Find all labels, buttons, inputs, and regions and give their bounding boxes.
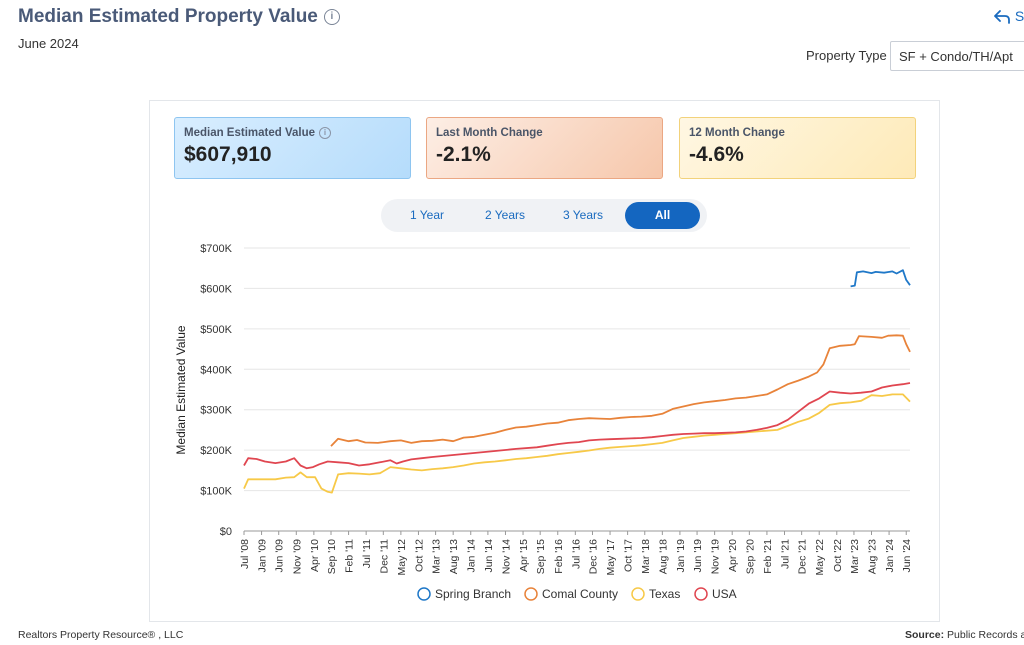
median-value-label-text: Median Estimated Value: [184, 127, 316, 140]
twelve-month-change-card: 12 Month Change -4.6%: [679, 117, 916, 179]
twelve-month-change-label: 12 Month Change: [689, 127, 785, 139]
page-title: Median Estimated Property Value i: [18, 6, 340, 28]
footer-source: Source: Public Records ar: [905, 629, 1024, 641]
source-value: Public Records ar: [947, 629, 1024, 641]
chart-panel: [149, 100, 940, 622]
tab-3-years[interactable]: 3 Years: [562, 208, 604, 222]
tab-all[interactable]: All: [625, 202, 700, 229]
median-value-card: Median Estimated Value i $607,910: [174, 117, 411, 179]
footer-copyright: Realtors Property Resource® , LLC: [18, 629, 184, 641]
date-subtitle: June 2024: [18, 36, 79, 51]
twelve-month-change-value: -4.6%: [689, 143, 744, 166]
page-title-text: Median Estimated Property Value: [18, 6, 318, 27]
source-label: Source:: [905, 629, 945, 641]
median-value: $607,910: [184, 143, 272, 167]
share-icon: [994, 10, 1010, 25]
last-month-change-value: -2.1%: [436, 143, 491, 166]
last-month-change-card: Last Month Change -2.1%: [426, 117, 663, 179]
time-range-tabs: 1 Year 2 Years 3 Years All: [381, 199, 707, 232]
share-label: S: [1014, 8, 1024, 24]
property-type-select[interactable]: SF + Condo/TH/Apt: [890, 41, 1024, 71]
info-icon[interactable]: i: [319, 127, 332, 139]
info-icon[interactable]: i: [323, 8, 340, 25]
tab-1-year[interactable]: 1 Year: [409, 208, 445, 222]
last-month-change-label: Last Month Change: [436, 127, 543, 139]
median-value-card-label: Median Estimated Value i: [184, 127, 401, 139]
tab-2-years[interactable]: 2 Years: [484, 208, 526, 222]
property-type-label: Property Type: [806, 48, 887, 63]
share-button[interactable]: S: [993, 8, 1024, 25]
